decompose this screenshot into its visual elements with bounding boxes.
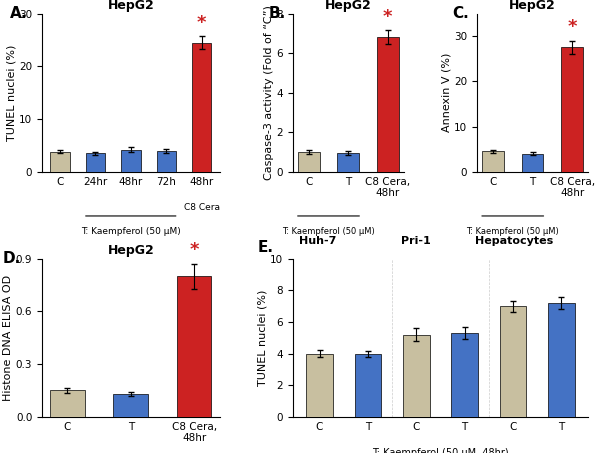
Bar [482, 151, 504, 172]
Bar [451, 333, 478, 417]
Bar [157, 151, 176, 172]
Bar [500, 306, 526, 417]
Bar [298, 152, 320, 172]
Text: T: Kaempferol (50 μM): T: Kaempferol (50 μM) [466, 227, 559, 236]
Bar [113, 394, 148, 417]
Bar [561, 48, 583, 172]
Bar [403, 335, 430, 417]
Text: T: Kaempferol (50 μM): T: Kaempferol (50 μM) [81, 227, 181, 236]
Text: E.: E. [257, 240, 274, 255]
Bar [50, 152, 70, 172]
Title: HepG2: HepG2 [107, 245, 154, 257]
Bar [86, 153, 105, 172]
Y-axis label: Caspase-3 activity (Fold of “C”): Caspase-3 activity (Fold of “C”) [263, 5, 274, 180]
Title: HepG2: HepG2 [509, 0, 556, 12]
Text: T: Kaempferol (50 μM, 48hr): T: Kaempferol (50 μM, 48hr) [372, 448, 509, 453]
Y-axis label: TUNEL nuclei (%): TUNEL nuclei (%) [7, 44, 16, 141]
Bar [521, 154, 544, 172]
Y-axis label: TUNEL nuclei (%): TUNEL nuclei (%) [257, 289, 267, 386]
Bar [337, 153, 359, 172]
Title: HepG2: HepG2 [107, 0, 154, 12]
Bar [548, 303, 575, 417]
Bar [176, 276, 211, 417]
Text: *: * [568, 18, 577, 36]
Bar [121, 149, 140, 172]
Text: *: * [190, 241, 199, 259]
Text: Pri-1: Pri-1 [401, 236, 431, 246]
Text: Huh-7: Huh-7 [299, 236, 336, 246]
Text: C8 Cera: C8 Cera [184, 203, 220, 212]
Text: B.: B. [268, 6, 286, 21]
Bar [306, 353, 333, 417]
Y-axis label: Histone DNA ELISA OD: Histone DNA ELISA OD [3, 275, 13, 401]
Y-axis label: Annexin V (%): Annexin V (%) [442, 53, 451, 132]
Bar [355, 354, 381, 417]
Bar [377, 37, 399, 172]
Title: HepG2: HepG2 [325, 0, 371, 12]
Bar [192, 43, 211, 172]
Text: C.: C. [452, 6, 469, 21]
Text: D.: D. [3, 251, 21, 266]
Text: *: * [383, 8, 392, 26]
Text: Hepatocytes: Hepatocytes [475, 236, 553, 246]
Text: *: * [197, 14, 206, 32]
Bar [50, 390, 85, 417]
Text: T: Kaempferol (50 μM): T: Kaempferol (50 μM) [282, 227, 375, 236]
Text: A.: A. [10, 6, 28, 21]
